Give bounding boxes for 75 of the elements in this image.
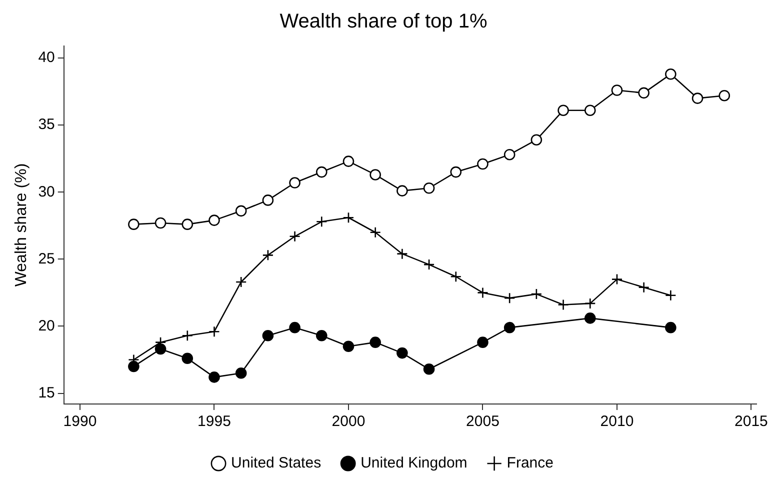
point [396, 185, 408, 196]
x-tick-label: 2005 [466, 413, 500, 430]
point [289, 322, 300, 334]
point [208, 372, 220, 383]
point [289, 230, 300, 242]
y-tick-label: 15 [38, 384, 55, 402]
point [611, 274, 623, 285]
point [450, 166, 462, 178]
point [396, 248, 408, 260]
point [262, 330, 274, 342]
point [530, 288, 542, 300]
point [718, 90, 730, 102]
point [584, 298, 596, 310]
point [423, 182, 435, 194]
point [558, 299, 569, 310]
point [477, 336, 488, 348]
point [665, 290, 676, 302]
point [370, 226, 381, 238]
point [692, 92, 704, 104]
point [423, 258, 435, 270]
x-tick-label: 2015 [734, 413, 768, 430]
x-tick-label: 2010 [600, 413, 634, 430]
point [235, 368, 247, 379]
point [342, 212, 354, 224]
point [423, 363, 435, 375]
point [638, 282, 650, 293]
point [504, 292, 516, 304]
point [316, 330, 328, 342]
y-tick-label: 40 [38, 49, 55, 66]
x-tick-label: 1995 [198, 413, 231, 430]
point [477, 158, 488, 170]
point [665, 68, 676, 80]
point [584, 312, 596, 324]
point [154, 217, 166, 229]
y-axis-title: Wealth share (%) [13, 163, 30, 287]
point [530, 134, 542, 146]
point [396, 347, 408, 359]
point [262, 250, 274, 261]
point [182, 330, 194, 342]
point [316, 216, 328, 228]
legend-label: United Kingdom [360, 454, 468, 472]
legend-label: France [506, 454, 554, 472]
point [477, 287, 488, 298]
point [235, 276, 247, 288]
x-tick-label: 1990 [63, 413, 97, 430]
point [154, 343, 166, 355]
point [128, 360, 140, 372]
point [504, 322, 516, 334]
point [370, 336, 381, 348]
point [504, 148, 516, 160]
point [584, 104, 596, 116]
y-tick-label: 30 [38, 183, 55, 200]
point [182, 218, 194, 230]
y-tick-label: 20 [38, 317, 55, 334]
point [289, 177, 300, 188]
point [638, 87, 650, 99]
point [316, 166, 328, 178]
point [128, 218, 140, 230]
point [611, 84, 623, 96]
point [235, 205, 247, 217]
point [665, 322, 676, 334]
chart-title: Wealth share of top 1% [280, 10, 488, 33]
point [262, 194, 274, 206]
y-tick-label: 25 [38, 250, 55, 268]
point [208, 214, 220, 226]
point [342, 340, 354, 352]
x-tick-label: 2000 [332, 413, 366, 430]
point [342, 156, 354, 167]
point [450, 270, 462, 282]
point [558, 104, 569, 116]
legend-label: United States [231, 454, 322, 472]
point [182, 352, 194, 364]
point [208, 326, 220, 338]
point [370, 169, 381, 180]
y-tick-label: 35 [38, 116, 55, 134]
